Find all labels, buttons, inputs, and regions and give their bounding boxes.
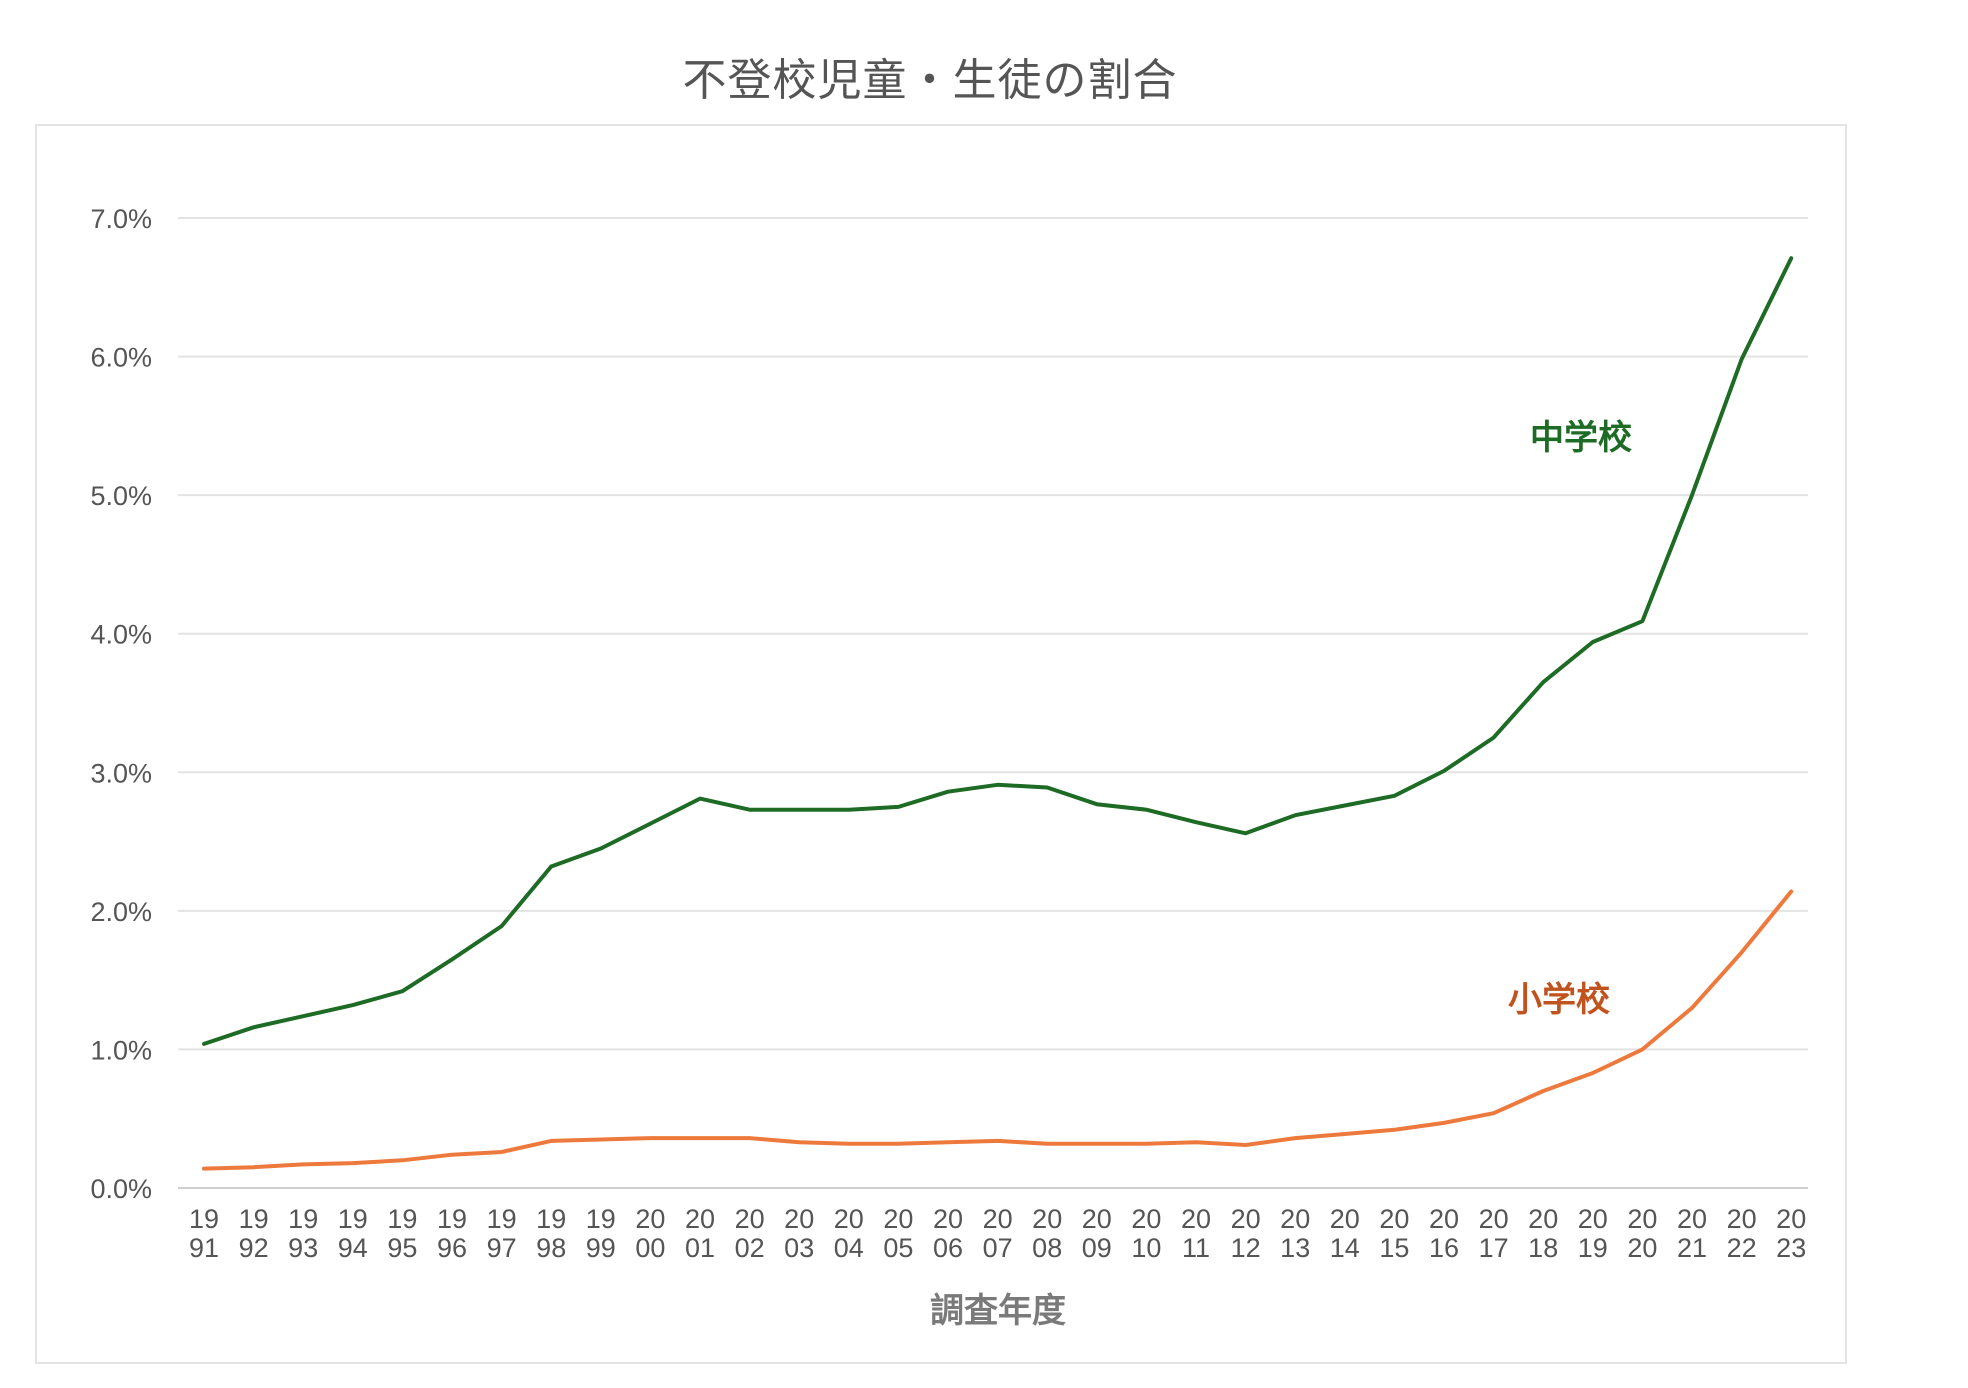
series-lines [202,256,1794,1171]
x-tick-label: 20 18 [1528,1204,1558,1263]
y-tick-label: 6.0% [90,343,152,373]
x-tick-label: 20 19 [1578,1204,1608,1263]
y-tick-label: 3.0% [90,758,152,788]
x-tick-label: 20 14 [1330,1204,1360,1263]
y-tick-label: 4.0% [90,620,152,650]
x-tick-label: 20 16 [1429,1204,1459,1263]
x-tick-label: 20 01 [685,1204,715,1263]
x-tick-label: 20 10 [1131,1204,1161,1263]
x-tick-label: 20 05 [883,1204,913,1263]
x-tick-label: 19 97 [487,1204,517,1263]
x-axis-ticks: 19 91 19 92 19 93 19 94 19 95 19 96 19 97 19 98 19 99 20 00… [189,1204,1806,1263]
x-tick-label: 20 17 [1479,1204,1509,1263]
x-tick-label: 20 09 [1082,1204,1112,1263]
x-tick-label: 20 13 [1280,1204,1310,1263]
x-tick-label: 19 98 [536,1204,566,1263]
y-tick-label: 0.0% [90,1174,152,1204]
x-tick-label: 20 00 [635,1204,665,1263]
y-tick-label: 2.0% [90,897,152,927]
x-axis-title: 調査年度 [930,1291,1066,1331]
series-label-junior-high: 中学校 [1530,418,1632,458]
x-tick-label: 20 12 [1231,1204,1261,1263]
x-tick-label: 20 06 [933,1204,963,1263]
x-tick-label: 19 99 [586,1204,616,1263]
x-tick-label: 20 04 [834,1204,864,1263]
x-tick-label: 20 22 [1727,1204,1757,1263]
plot-area-frame [35,124,1847,1364]
x-tick-label: 19 94 [338,1204,368,1263]
y-tick-label: 5.0% [90,481,152,511]
x-tick-label: 20 15 [1379,1204,1409,1263]
y-tick-label: 7.0% [90,204,152,234]
x-tick-label: 20 11 [1181,1204,1211,1263]
x-tick-label: 20 07 [983,1204,1013,1263]
series-line-elementary [202,889,1794,1171]
chart-title: 不登校児童・生徒の割合 [682,55,1178,106]
x-tick-label: 20 02 [735,1204,765,1263]
gridlines [178,217,1808,1189]
x-tick-label: 20 08 [1032,1204,1062,1263]
x-tick-label: 20 21 [1677,1204,1707,1263]
y-tick-label: 1.0% [90,1035,152,1065]
x-tick-label: 19 96 [437,1204,467,1263]
x-tick-label: 19 95 [387,1204,417,1263]
y-axis-ticks: 0.0% 1.0% 2.0% 3.0% 4.0% 5.0% 6.0% 7.0% [90,204,152,1204]
x-tick-label: 19 92 [239,1204,269,1263]
x-tick-label: 20 20 [1627,1204,1657,1263]
series-label-elementary: 小学校 [1508,980,1610,1020]
x-tick-label: 19 91 [189,1204,219,1263]
series-line-junior-high [202,256,1794,1046]
series-labels: 中学校 小学校 [1508,418,1632,1020]
x-tick-label: 19 93 [288,1204,318,1263]
x-tick-label: 20 23 [1776,1204,1806,1263]
x-tick-label: 20 03 [784,1204,814,1263]
